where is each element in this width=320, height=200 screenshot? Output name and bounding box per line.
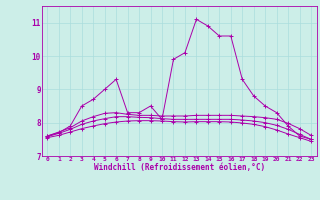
X-axis label: Windchill (Refroidissement éolien,°C): Windchill (Refroidissement éolien,°C) xyxy=(94,163,265,172)
